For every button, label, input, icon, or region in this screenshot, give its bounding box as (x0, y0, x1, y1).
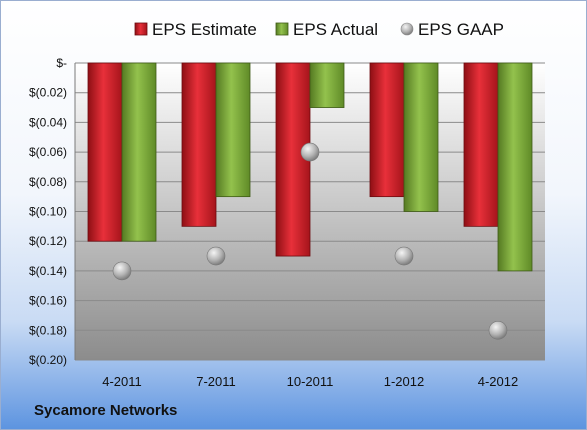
y-tick-label: $- (56, 56, 67, 70)
bar-eps-actual (309, 62, 345, 108)
bar-series (87, 62, 533, 272)
y-tick-label: $(0.06) (29, 145, 67, 159)
bar-eps-actual (497, 62, 533, 272)
bar-eps-estimate (369, 62, 405, 198)
x-tick-label: 7-2011 (196, 374, 236, 389)
legend: EPS Estimate EPS Actual EPS GAAP (134, 20, 504, 39)
y-tick-label: $(0.02) (29, 86, 67, 100)
bar-eps-actual (121, 62, 157, 242)
legend-label: EPS Actual (293, 20, 378, 39)
x-axis: 4-2011 7-2011 10-2011 1-2012 4-2012 (102, 374, 518, 389)
point-eps-gaap (300, 142, 320, 162)
bar-eps-estimate (181, 62, 217, 227)
legend-swatch (275, 22, 289, 36)
x-tick-label: 4-2012 (478, 374, 518, 389)
gaap-series (112, 142, 508, 340)
point-eps-gaap (394, 246, 414, 266)
y-tick-label: $(0.10) (29, 205, 67, 219)
y-tick-label: $(0.12) (29, 234, 67, 248)
x-tick-label: 1-2012 (384, 374, 424, 389)
legend-label: EPS Estimate (152, 20, 257, 39)
bar-eps-actual (215, 62, 251, 198)
bar-eps-actual (403, 62, 439, 212)
x-tick-label: 4-2011 (102, 374, 142, 389)
y-tick-label: $(0.04) (29, 115, 67, 129)
bar-eps-estimate (463, 62, 499, 227)
bar-eps-estimate (275, 62, 311, 257)
y-axis: $- $(0.02) $(0.04) $(0.06) $(0.08) $(0.10) $(0… (29, 56, 76, 367)
y-tick-label: $(0.18) (29, 323, 67, 337)
point-eps-gaap (206, 246, 226, 266)
bar-eps-estimate (87, 62, 123, 242)
y-tick-label: $(0.20) (29, 353, 67, 367)
legend-swatch (134, 22, 148, 36)
y-tick-label: $(0.08) (29, 175, 67, 189)
point-eps-gaap (112, 261, 132, 281)
y-tick-label: $(0.16) (29, 294, 67, 308)
y-tick-label: $(0.14) (29, 264, 67, 278)
legend-swatch (400, 22, 414, 36)
company-name: Sycamore Networks (34, 402, 178, 419)
x-tick-label: 10-2011 (287, 374, 334, 389)
point-eps-gaap (488, 320, 508, 340)
legend-label: EPS GAAP (418, 20, 504, 39)
